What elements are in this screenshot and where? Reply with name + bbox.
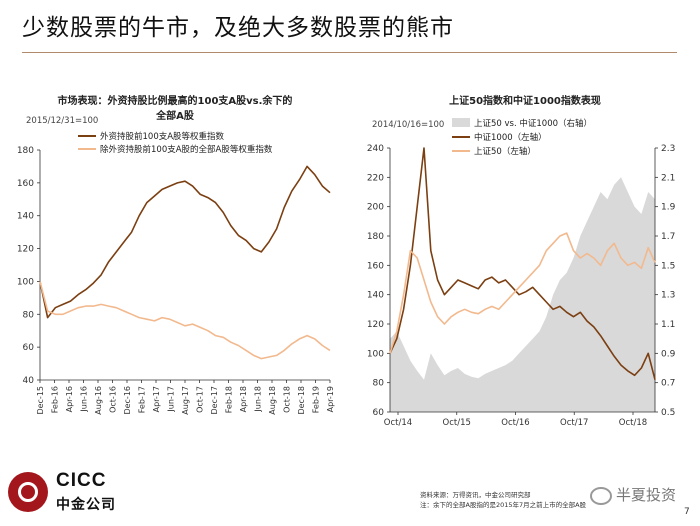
left-x-tick-label: Dec-15 [36, 386, 45, 415]
logo-english: CICC [56, 470, 107, 491]
left-y-tick-label: 160 [17, 179, 34, 189]
right-right-y-tick-label: 1.7 [661, 232, 675, 242]
left-legend-label-1: 外资持股前100支A股等权重指数 [100, 131, 225, 142]
source-line-1: 资料来源：万得资讯，中金公司研究部 [420, 491, 531, 499]
right-right-y-tick-label: 0.9 [661, 349, 676, 359]
left-x-tick-label: Feb-17 [138, 386, 147, 413]
watermark: 半夏投资 [590, 484, 676, 505]
left-y-tick-label: 180 [17, 146, 34, 156]
right-chart-panel: 上证50指数和中证1000指数表现 2014/10/16=100 60 80 100… [350, 90, 700, 435]
right-chart-title: 上证50指数和中证1000指数表现 [449, 96, 601, 107]
left-x-tick-label: Aug-18 [268, 386, 277, 415]
left-y-tick-label: 60 [23, 343, 35, 353]
right-left-y-tick-label: 100 [367, 349, 384, 359]
right-series-line-2 [389, 147, 656, 380]
source-note: 资料来源：万得资讯，中金公司研究部 注：余下的全部A股指的是2015年7月之前上… [420, 490, 586, 510]
source-line-2: 注：余下的全部A股指的是2015年7月之前上市的全部A股 [420, 501, 587, 509]
right-left-y-tick-label: 240 [367, 144, 384, 154]
right-right-y-tick-label: 2.1 [661, 173, 675, 183]
left-x-tick-label: Apr-19 [326, 386, 335, 412]
left-y-tick-label: 140 [17, 212, 34, 222]
right-right-y-tick-label: 2.3 [661, 144, 675, 154]
cicc-logo: CICC 中金公司 [8, 468, 138, 518]
right-series-line-3 [389, 232, 656, 354]
left-legend-label-2: 除外资持股前100支A股的全部A股等权重指数 [100, 144, 273, 155]
right-left-y-tick-label: 120 [367, 320, 384, 330]
right-right-y-tick-label: 0.5 [661, 408, 675, 418]
right-series-area-1 [390, 177, 655, 412]
right-left-y-tick-label: 220 [367, 173, 384, 183]
left-chart-title-line1: 市场表现：外资持股比例最高的100支A股vs.余下的 [57, 96, 293, 107]
left-y-tick-label: 120 [17, 245, 34, 255]
right-legend-swatch-1 [452, 118, 470, 127]
left-x-tick-label: Aug-17 [181, 386, 190, 415]
right-right-y-tick-label: 0.7 [661, 379, 675, 389]
right-chart: 60 80 100 120 140 160 180 200 220 240 0.5 0.7 0.9 1.1… [367, 118, 676, 428]
right-legend-label-2: 中证1000（左轴） [474, 132, 547, 143]
slide-title: 少数股票的牛市，及绝大多数股票的熊市 [22, 15, 454, 41]
left-x-tick-label: Oct-17 [196, 386, 205, 413]
wechat-icon [590, 486, 612, 505]
right-right-y-tick-label: 1.3 [661, 291, 675, 301]
left-chart-base-note: 2015/12/31=100 [26, 116, 99, 126]
left-chart-title-line2: 全部A股 [156, 111, 194, 122]
right-x-tick-label: Oct/18 [619, 418, 647, 428]
left-x-tick-label: Feb-16 [51, 386, 60, 413]
watermark-text: 半夏投资 [616, 486, 677, 504]
left-x-tick-label: Feb-19 [312, 386, 321, 413]
right-legend-label-1: 上证50 vs. 中证1000（右轴） [474, 118, 592, 129]
logo-chinese: 中金公司 [56, 497, 116, 513]
left-x-tick-label: Oct-16 [109, 386, 118, 413]
right-x-tick-label: Oct/17 [560, 418, 588, 428]
left-chart: 40 60 80 100 120 140 160 180 Dec-15 Feb-16 Apr-16 J… [17, 131, 335, 415]
left-x-tick-label: Apr-16 [65, 386, 74, 412]
page-number: 7 [684, 507, 690, 517]
left-series-line-2 [39, 281, 331, 360]
right-left-y-tick-label: 140 [367, 291, 384, 301]
left-series-line-1 [39, 165, 331, 319]
right-left-y-tick-label: 80 [373, 379, 385, 389]
left-x-tick-label: Dec-18 [297, 386, 306, 415]
right-x-tick-label: Oct/15 [443, 418, 471, 428]
right-left-y-tick-label: 200 [367, 203, 384, 213]
right-right-y-tick-label: 1.5 [661, 261, 675, 271]
right-right-y-tick-label: 1.1 [661, 320, 675, 330]
left-chart-panel: 市场表现：外资持股比例最高的100支A股vs.余下的 全部A股 2015/12/… [0, 90, 350, 435]
right-chart-base-note: 2014/10/16=100 [372, 120, 445, 130]
left-x-tick-label: Feb-18 [225, 386, 234, 413]
right-x-tick-label: Oct/16 [501, 418, 529, 428]
left-chart-title: 市场表现：外资持股比例最高的100支A股vs.余下的 全部A股 [30, 94, 320, 124]
left-y-tick-label: 40 [23, 376, 35, 386]
right-right-y-tick-label: 1.9 [661, 203, 676, 213]
title-rule [22, 52, 677, 53]
right-legend-label-3: 上证50（左轴） [474, 146, 536, 157]
left-x-tick-label: Jun-17 [167, 386, 176, 413]
left-x-tick-label: Aug-16 [94, 386, 103, 415]
left-x-tick-label: Apr-17 [152, 386, 161, 412]
left-y-tick-label: 100 [17, 277, 34, 287]
left-x-tick-label: Dec-16 [123, 386, 132, 415]
left-x-tick-label: Apr-18 [239, 386, 248, 412]
right-left-y-tick-label: 180 [367, 232, 384, 242]
right-left-y-tick-label: 60 [373, 408, 385, 418]
left-x-tick-label: Oct-18 [283, 386, 292, 413]
cicc-seal-icon [8, 472, 48, 512]
left-y-tick-label: 80 [23, 310, 35, 320]
left-x-tick-label: Dec-17 [210, 386, 219, 415]
right-x-tick-label: Oct/14 [384, 418, 412, 428]
left-x-tick-label: Jun-18 [254, 386, 263, 413]
left-x-tick-label: Jun-16 [80, 386, 89, 413]
right-left-y-tick-label: 160 [367, 261, 384, 271]
